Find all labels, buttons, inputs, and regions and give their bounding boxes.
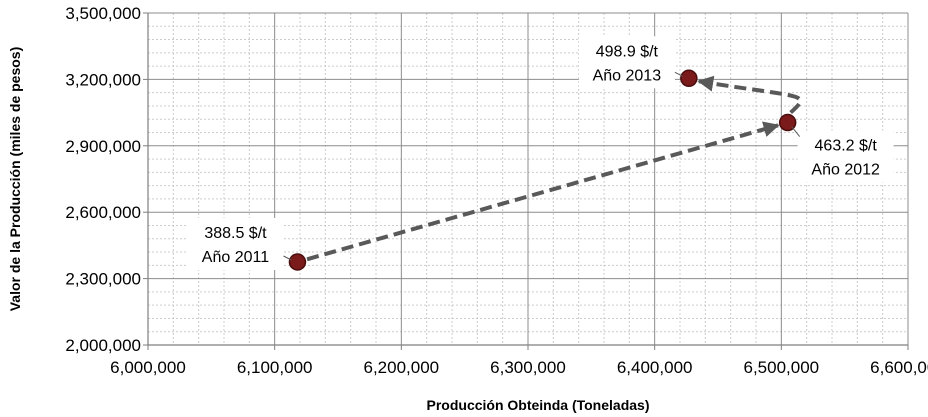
annotations: 388.5 $/t Año 2011 463.2 $/t Año 2012 498.9 … — [187, 36, 894, 270]
tick-labels: 6,000,000 6,100,000 6,200,000 6,300,000 6,40… — [65, 4, 928, 377]
x-tick-label: 6,400,000 — [617, 358, 693, 377]
x-axis-title: Producción Obteinda (Toneladas) — [427, 397, 650, 413]
x-tick-label: 6,500,000 — [744, 358, 820, 377]
annotation-box — [797, 130, 894, 183]
x-tick-label: 6,200,000 — [364, 358, 440, 377]
y-tick-label: 2,900,000 — [65, 137, 141, 156]
y-tick-label: 2,300,000 — [65, 270, 141, 289]
annotation-leader — [674, 71, 684, 77]
data-point — [288, 253, 307, 271]
y-tick-label: 3,500,000 — [65, 4, 141, 23]
price-label: 388.5 $/t — [204, 225, 267, 242]
data-point — [680, 69, 698, 88]
y-tick-label: 2,600,000 — [65, 203, 141, 222]
grid — [147, 12, 909, 346]
y-tick-label: 2,000,000 — [65, 336, 141, 355]
y-axis-title: Valor de la Producción (miles de pesos) — [7, 47, 23, 312]
x-tick-label: 6,100,000 — [237, 358, 313, 377]
connector-2011-2012 — [306, 121, 780, 262]
price-label: 498.9 $/t — [596, 43, 659, 60]
y-tick-label: 3,200,000 — [65, 70, 141, 89]
year-label: Año 2011 — [202, 249, 269, 266]
price-label: 463.2 $/t — [815, 138, 878, 155]
x-tick-label: 6,300,000 — [490, 358, 566, 377]
connector-lines — [306, 75, 803, 262]
axes — [143, 12, 909, 350]
annotation-leader — [791, 126, 801, 137]
year-label: Año 2012 — [811, 162, 880, 179]
annotation-box — [578, 36, 675, 89]
data-points — [288, 69, 797, 271]
x-tick-label: 6,600,000 — [870, 358, 928, 377]
x-tick-label: 6,000,000 — [110, 358, 186, 377]
connector-2012-2013 — [697, 75, 803, 115]
year-label: Año 2013 — [593, 67, 662, 84]
annotation-leader — [283, 255, 292, 261]
annotation-box — [187, 218, 284, 270]
